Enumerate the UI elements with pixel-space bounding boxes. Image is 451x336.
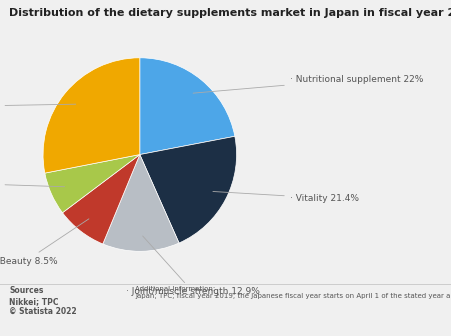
Text: · Beauty 8.5%: · Beauty 8.5%	[0, 219, 89, 265]
Wedge shape	[43, 58, 140, 173]
Text: · Joint/muscle strength 12.9%: · Joint/muscle strength 12.9%	[126, 236, 260, 296]
Text: · Sports 7.2%: · Sports 7.2%	[0, 179, 64, 188]
Wedge shape	[103, 155, 179, 251]
Wedge shape	[63, 155, 140, 244]
Text: Distribution of the dietary supplements market in Japan in fiscal year 2019, by : Distribution of the dietary supplements …	[9, 8, 451, 18]
Wedge shape	[45, 155, 140, 213]
Text: Sources
Nikkei; TPC
© Statista 2022: Sources Nikkei; TPC © Statista 2022	[9, 286, 77, 316]
Wedge shape	[140, 136, 237, 243]
Text: · Vitality 21.4%: · Vitality 21.4%	[213, 192, 359, 203]
Text: · Others 28.1%: · Others 28.1%	[0, 102, 76, 111]
Text: Additional Information:
Japan; TPC; fiscal year 2019; the Japanese fiscal year s: Additional Information: Japan; TPC; fisc…	[135, 286, 451, 299]
Text: · Nutritional supplement 22%: · Nutritional supplement 22%	[193, 75, 423, 93]
Wedge shape	[140, 58, 235, 155]
